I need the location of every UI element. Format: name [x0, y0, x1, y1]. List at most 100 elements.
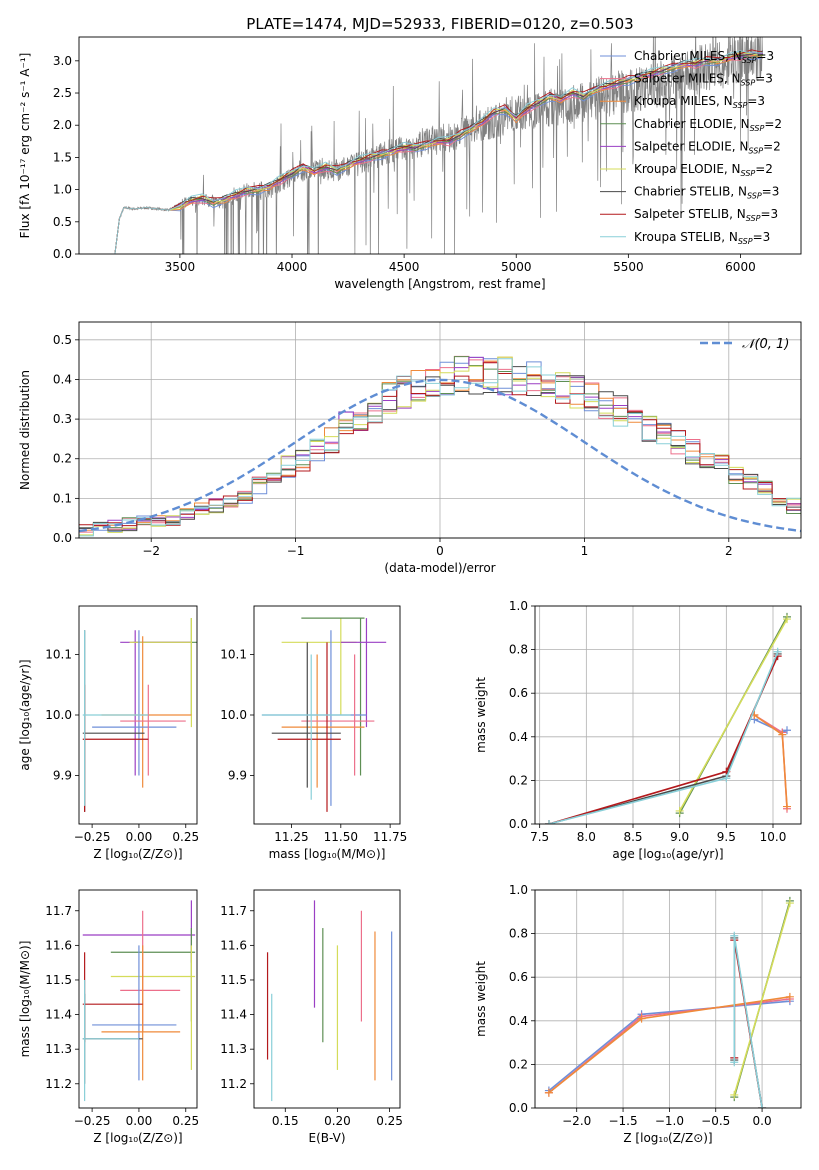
- x-axis-label: mass [log₁₀(M/M⊙)]: [269, 847, 386, 861]
- plus-marker: [783, 726, 791, 735]
- x-axis-label: wavelength [Angstrom, rest frame]: [334, 277, 545, 291]
- plus-marker: [544, 1088, 553, 1097]
- x-tick-label: 5500: [613, 260, 644, 274]
- y-tick-label: 1.0: [509, 599, 528, 613]
- x-axis-label: Z [log₁₀(Z/Z⊙)]: [623, 1131, 712, 1145]
- plus-marker: [722, 774, 731, 783]
- y-tick-label: 0.6: [509, 970, 528, 984]
- y-tick-label: 0.4: [509, 730, 528, 744]
- x-tick-label: 11.25: [274, 830, 308, 844]
- errorbar-point: [92, 945, 177, 1081]
- y-tick-label: 0.6: [509, 686, 528, 700]
- plus-marker: [783, 802, 791, 811]
- age-vs-weight-plot-area: [545, 612, 791, 824]
- x-tick-label: 8.5: [623, 830, 642, 844]
- x-tick-label: 9.5: [717, 830, 736, 844]
- spectrum-legend: Chabrier MILES, NSSP=3 Salpeter MILES, NS…: [600, 49, 782, 246]
- y-axis-label: mass weight: [474, 677, 488, 753]
- residuals-panel: −2 −1 0 1 2 0.0 0.1 0.2 0.3 0.4 0.5 (data-model)/er…: [18, 321, 802, 575]
- y-tick-label: 11.7: [45, 904, 72, 918]
- y-tick-label: 11.3: [220, 1042, 247, 1056]
- x-tick-label: −1.5: [608, 1114, 637, 1128]
- residuals-plot-area: [79, 355, 801, 537]
- legend-entry: Salpeter ELODIE, NSSP=2: [634, 139, 781, 155]
- spectrum-data-line: [114, 37, 764, 254]
- y-tick-label: 11.2: [220, 1077, 247, 1091]
- x-tick-label: 0.00: [126, 830, 153, 844]
- x-tick-label: 0.15: [272, 1114, 299, 1128]
- plus-marker: [545, 820, 553, 824]
- ebv-vs-mass-panel: 0.15 0.20 0.25 11.2 11.3 11.4 11.5 11.6 11.7 E(B-…: [220, 889, 403, 1145]
- errorbar-point: [340, 618, 387, 728]
- model-line-salpeter-miles: [114, 54, 763, 254]
- plus-marker: [785, 899, 794, 908]
- y-tick-label: 0.2: [53, 452, 72, 466]
- y-tick-label: 10.1: [220, 647, 247, 661]
- x-tick-label: 5000: [501, 260, 532, 274]
- model-line-kroupa-stelib: [114, 50, 763, 254]
- y-tick-label: 11.2: [45, 1077, 72, 1091]
- y-tick-label: 0.3: [53, 412, 72, 426]
- x-tick-label: 4500: [389, 260, 420, 274]
- mass-vs-age-plot-area: [261, 617, 387, 812]
- plus-marker: [675, 806, 684, 815]
- x-tick-label: −2: [142, 544, 160, 558]
- y-tick-label: 1.0: [509, 883, 528, 897]
- plus-marker: [730, 1090, 739, 1099]
- legend-entry: Salpeter STELIB, NSSP=3: [634, 207, 778, 223]
- legend-entry: Kroupa STELIB, NSSP=3: [634, 230, 770, 246]
- y-tick-label: 3.0: [53, 54, 72, 68]
- legend-entry: Chabrier STELIB, NSSP=3: [634, 185, 779, 201]
- y-axis-label: mass weight: [474, 961, 488, 1037]
- y-tick-label: 11.7: [220, 904, 247, 918]
- legend-entry: Chabrier MILES, NSSP=3: [634, 49, 774, 65]
- plus-marker: [758, 1104, 767, 1108]
- z-vs-age-panel: −0.25 0.00 0.25 9.9 10.0 10.1 Z [log₁₀(Z/Z⊙)] a…: [18, 605, 199, 861]
- y-axis-label: age [log₁₀(age/yr)]: [18, 659, 32, 770]
- x-tick-label: 11.75: [373, 830, 407, 844]
- y-axis-label: mass [log₁₀(M/M⊙)]: [18, 941, 32, 1058]
- plus-marker: [730, 1058, 739, 1067]
- errorbar-point: [120, 684, 186, 776]
- legend-entry: Kroupa ELODIE, NSSP=2: [634, 162, 773, 178]
- histogram-step-line: [79, 358, 801, 537]
- x-axis-label: (data-model)/error: [384, 561, 495, 575]
- x-tick-label: 4000: [277, 260, 308, 274]
- y-tick-label: 0.0: [53, 247, 72, 261]
- x-tick-label: −0.5: [701, 1114, 730, 1128]
- errorbar-point: [101, 945, 181, 1081]
- x-tick-label: 3500: [165, 260, 196, 274]
- axes-frame: [78, 605, 198, 825]
- weight-line-kroupa-elodie: [733, 902, 791, 1096]
- y-tick-label: 11.6: [220, 938, 247, 952]
- errorbar-point: [82, 630, 149, 806]
- x-tick-label: 0: [436, 544, 444, 558]
- legend-entry: Salpeter MILES, NSSP=3: [634, 72, 773, 88]
- x-axis-label: Z [log₁₀(Z/Z⊙)]: [93, 847, 182, 861]
- y-tick-label: 11.4: [45, 1008, 72, 1022]
- errorbar-point: [82, 979, 139, 1102]
- z-vs-mass-panel: −0.25 0.00 0.25 11.2 11.3 11.4 11.5 11.6 11.7 Z […: [18, 889, 199, 1145]
- y-tick-label: 0.8: [509, 643, 528, 657]
- errorbar-point: [120, 910, 181, 1032]
- x-tick-label: 2: [725, 544, 733, 558]
- y-tick-label: 9.9: [53, 769, 72, 783]
- plus-marker: [783, 615, 791, 624]
- x-tick-label: −0.25: [74, 1114, 111, 1128]
- x-tick-label: 11.50: [324, 830, 358, 844]
- y-tick-label: 0.2: [509, 773, 528, 787]
- weight-line-chabrier-stelib: [548, 653, 779, 824]
- legend-entry: 𝒩(0, 1): [742, 337, 789, 352]
- y-tick-label: 10.0: [45, 708, 72, 722]
- plus-marker: [785, 992, 794, 1001]
- errorbar-point: [281, 618, 357, 715]
- weight-line-salpeter-stelib: [548, 655, 779, 824]
- errorbar-point: [277, 642, 341, 812]
- y-tick-label: 0.5: [53, 333, 72, 347]
- legend-entry: Kroupa MILES, NSSP=3: [634, 94, 765, 110]
- chart-title: PLATE=1474, MJD=52933, FIBERID=0120, z=0…: [246, 15, 633, 33]
- y-tick-label: 11.5: [220, 973, 247, 987]
- gaussian-curve: [79, 378, 801, 533]
- y-tick-label: 11.4: [220, 1008, 247, 1022]
- axes-frame: [253, 605, 401, 825]
